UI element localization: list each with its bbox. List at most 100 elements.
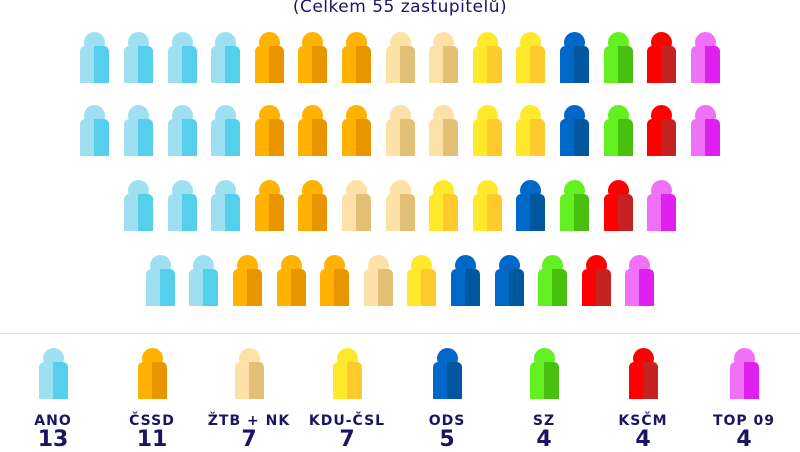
- person-icon-ano: [211, 105, 241, 162]
- legend-item-cssd: ČSSD 11: [92, 348, 212, 451]
- body: [647, 46, 677, 83]
- body: [450, 269, 480, 306]
- body: [167, 194, 197, 231]
- body: [472, 194, 502, 231]
- seat-count: 4: [536, 427, 552, 452]
- person-icon-ods: [559, 32, 589, 89]
- legend-item-ods: ODS 5: [387, 348, 507, 451]
- seat-count: 5: [439, 427, 455, 452]
- body: [276, 269, 306, 306]
- body: [341, 46, 371, 83]
- person-icon-top: [729, 348, 759, 405]
- body: [581, 269, 611, 306]
- person-icon-sz: [559, 180, 589, 237]
- person-icon-ztb: [341, 180, 371, 237]
- party-name: KSČM: [618, 413, 668, 429]
- party-name: KDU-ČSL: [308, 413, 386, 429]
- body: [167, 46, 197, 83]
- body: [385, 46, 415, 83]
- person-icon-ztb: [385, 180, 415, 237]
- body: [603, 119, 633, 156]
- seat-count: 7: [339, 427, 355, 452]
- person-icon-kdu: [332, 348, 362, 405]
- body: [429, 194, 459, 231]
- body: [211, 46, 241, 83]
- person-icon-kdu: [472, 105, 502, 162]
- person-icon-kscm: [581, 255, 611, 312]
- person-icon-ods: [516, 180, 546, 237]
- person-icon-cssd: [320, 255, 350, 312]
- person-icon-ztb: [429, 105, 459, 162]
- person-icon-ods: [494, 255, 524, 312]
- body: [137, 362, 167, 399]
- body: [494, 269, 524, 306]
- body: [145, 269, 175, 306]
- person-icon-cssd: [298, 105, 328, 162]
- person-icon-ano: [211, 180, 241, 237]
- person-icon-cssd: [232, 255, 262, 312]
- body: [559, 46, 589, 83]
- person-icon-ztb: [429, 32, 459, 89]
- person-icon-ano: [123, 105, 153, 162]
- body: [529, 362, 559, 399]
- body: [167, 119, 197, 156]
- body: [690, 119, 720, 156]
- party-name: ČSSD: [129, 413, 175, 429]
- person-icon-ods: [450, 255, 480, 312]
- person-icon-top: [625, 255, 655, 312]
- body: [341, 119, 371, 156]
- seat-count: 4: [736, 427, 752, 452]
- body: [516, 194, 546, 231]
- body: [559, 119, 589, 156]
- person-icon-ano: [211, 32, 241, 89]
- body: [628, 362, 658, 399]
- body: [211, 119, 241, 156]
- body: [234, 362, 264, 399]
- body: [603, 46, 633, 83]
- party-name: SZ: [532, 413, 556, 429]
- person-icon-cssd: [137, 348, 167, 405]
- legend-item-kdu: KDU-ČSL 7: [287, 348, 407, 451]
- body: [647, 194, 677, 231]
- body: [516, 46, 546, 83]
- person-icon-kscm: [603, 180, 633, 237]
- body: [559, 194, 589, 231]
- seat-count: 13: [37, 427, 69, 452]
- body: [385, 194, 415, 231]
- seat-count: 7: [241, 427, 257, 452]
- party-name: TOP 09: [712, 413, 776, 429]
- body: [123, 46, 153, 83]
- person-icon-ods: [559, 105, 589, 162]
- body: [407, 269, 437, 306]
- body: [603, 194, 633, 231]
- party-name: ANO: [34, 413, 72, 429]
- person-icon-ano: [80, 105, 110, 162]
- person-icon-kdu: [516, 32, 546, 89]
- person-icon-cssd: [254, 32, 284, 89]
- person-icon-top: [647, 180, 677, 237]
- body: [690, 46, 720, 83]
- person-icon-kscm: [647, 105, 677, 162]
- subtitle: (Celkem 55 zastupitelů): [292, 0, 508, 17]
- person-icon-ano: [123, 180, 153, 237]
- person-icon-cssd: [254, 105, 284, 162]
- body: [625, 269, 655, 306]
- person-icon-cssd: [254, 180, 284, 237]
- person-icon-ano: [145, 255, 175, 312]
- legend-item-sz: SZ 4: [484, 348, 604, 451]
- body: [320, 269, 350, 306]
- person-icon-kdu: [516, 105, 546, 162]
- body: [729, 362, 759, 399]
- legend-item-ztb: ŽTB + NK 7: [189, 348, 309, 451]
- person-icon-ztb: [234, 348, 264, 405]
- body: [123, 194, 153, 231]
- person-icon-ano: [189, 255, 219, 312]
- person-icon-ods: [432, 348, 462, 405]
- body: [211, 194, 241, 231]
- body: [38, 362, 68, 399]
- body: [189, 269, 219, 306]
- party-name: ŽTB + NK: [207, 413, 291, 429]
- body: [298, 194, 328, 231]
- party-name: ODS: [428, 413, 466, 429]
- person-icon-ano: [167, 180, 197, 237]
